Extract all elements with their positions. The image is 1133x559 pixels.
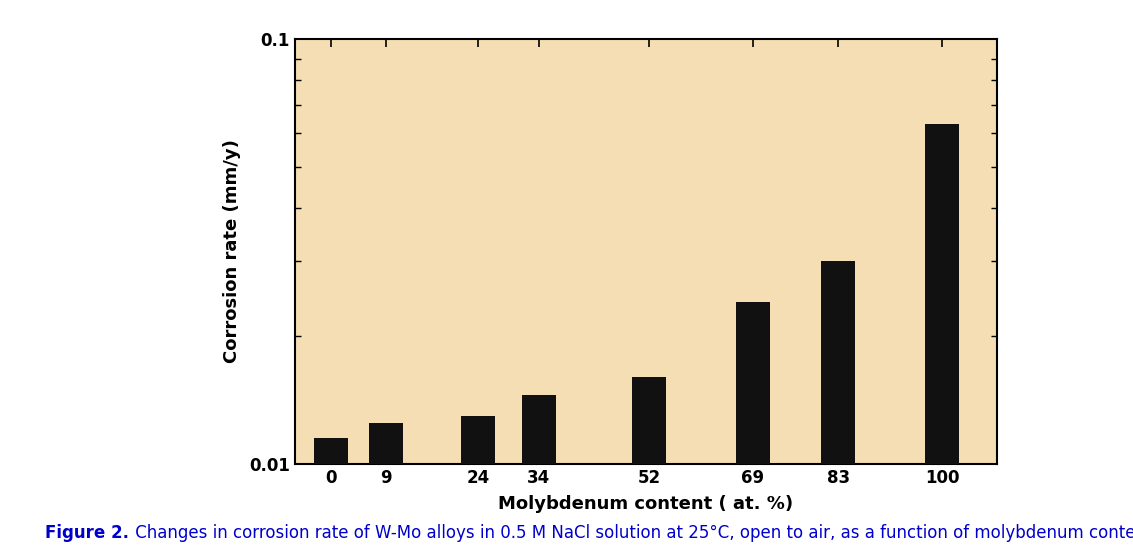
- Bar: [315, 438, 348, 559]
- Bar: [632, 377, 666, 559]
- Text: Figure 2.: Figure 2.: [45, 524, 129, 542]
- Bar: [522, 395, 555, 559]
- X-axis label: Molybdenum content ( at. %): Molybdenum content ( at. %): [499, 495, 793, 513]
- Y-axis label: Corrosion rate (mm/y): Corrosion rate (mm/y): [222, 140, 240, 363]
- Bar: [461, 415, 495, 559]
- Bar: [736, 302, 769, 559]
- Bar: [821, 261, 855, 559]
- Text: Changes in corrosion rate of W-Mo alloys in 0.5 M NaCl solution at 25°C, open to: Changes in corrosion rate of W-Mo alloys…: [130, 524, 1133, 542]
- Bar: [369, 423, 403, 559]
- Bar: [926, 125, 959, 559]
